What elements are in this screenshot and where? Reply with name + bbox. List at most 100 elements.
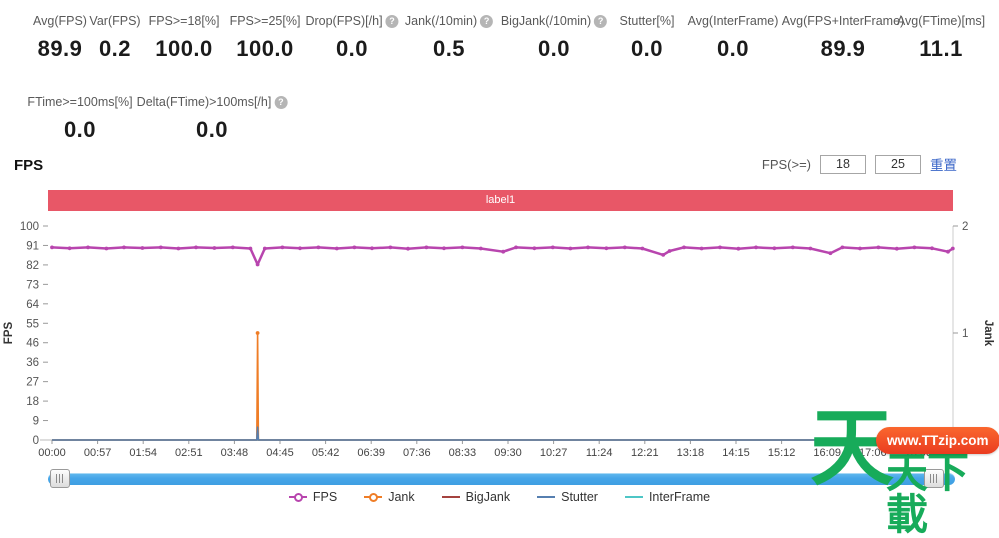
- series-fps-marker: [930, 246, 934, 251]
- metric-value: 100.0: [236, 36, 294, 61]
- series-fps: [51, 246, 954, 266]
- grip-icon: [56, 474, 64, 483]
- series-fps-marker: [568, 246, 573, 251]
- left-axis-tick-label: 55: [26, 318, 39, 330]
- series-fps-marker: [604, 246, 609, 251]
- x-axis-tick-label: 06:39: [357, 447, 385, 459]
- scrollbar-left-handle[interactable]: [50, 469, 70, 488]
- x-axis-tick-label: 00:00: [38, 447, 66, 459]
- x-axis-tick-label: 12:21: [631, 447, 659, 459]
- series-fps-marker: [104, 246, 109, 251]
- series-fps-marker: [460, 245, 465, 250]
- help-icon[interactable]: ?: [480, 14, 494, 28]
- legend-item-fps[interactable]: FPS: [288, 490, 338, 504]
- x-axis-tick-label: 10:27: [540, 447, 568, 459]
- help-icon[interactable]: ?: [594, 14, 608, 28]
- metric-label: FPS>=25[%]: [229, 14, 301, 28]
- left-axis-tick-label: 9: [33, 416, 39, 428]
- series-fps-marker: [298, 246, 302, 251]
- legend-marker-icon: [441, 492, 460, 502]
- right-axis-tick-label: 2: [962, 221, 968, 233]
- reset-link[interactable]: 重置: [930, 158, 957, 173]
- right-axis-name: Jank: [982, 320, 994, 347]
- series-fps-marker: [262, 246, 267, 251]
- series-fps-marker: [212, 246, 217, 250]
- chart-scrollbar-track[interactable]: [48, 473, 955, 485]
- metric-label: Var(FPS): [89, 14, 141, 28]
- legend-item-stutter[interactable]: Stutter: [537, 490, 598, 504]
- x-axis-tick-label: 04:45: [266, 447, 294, 459]
- left-axis-name: FPS: [3, 321, 15, 344]
- legend-marker-icon: [364, 492, 383, 502]
- series-fps-marker: [280, 245, 285, 250]
- metric-value: 0.0: [195, 117, 229, 142]
- chart-label-banner: label1: [48, 190, 953, 211]
- right-axis-tick-label: 1: [962, 328, 968, 340]
- x-axis-tick-label: 05:42: [312, 447, 340, 459]
- left-axis-tick-label: 18: [26, 396, 39, 408]
- series-fps-marker: [442, 246, 446, 251]
- metric-bigjank-10min-: BigJank(/10min)? 0.0: [500, 14, 608, 62]
- metric-jank-10min-: Jank(/10min)? 0.5: [405, 14, 494, 62]
- fps-section-title: FPS: [14, 157, 44, 174]
- left-axis-tick-label: 100: [20, 221, 39, 233]
- legend-label: Jank: [388, 490, 415, 504]
- left-axis-tick-label: 64: [26, 299, 39, 311]
- series-fps-marker: [828, 251, 833, 256]
- x-axis-tick-label: 00:57: [84, 447, 112, 459]
- series-jank-marker: [255, 331, 260, 335]
- series-fps-marker: [667, 249, 672, 253]
- left-axis-tick-label: 0: [33, 435, 39, 447]
- x-axis-tick-label: 16:09: [813, 447, 841, 459]
- legend-marker-icon: [624, 492, 643, 502]
- left-axis-tick-label: 36: [26, 357, 39, 369]
- series-fps-marker: [699, 246, 704, 251]
- x-axis-tick-label: 13:18: [677, 447, 705, 459]
- metric-stutter-: Stutter[%] 0.0: [620, 14, 675, 62]
- metric-label: FTime>=100ms[%]: [27, 95, 133, 109]
- fps-threshold-input-2[interactable]: [875, 154, 921, 174]
- series-fps-marker: [158, 245, 163, 250]
- legend-item-bigjank[interactable]: BigJank: [441, 490, 510, 504]
- series-fps-marker: [950, 246, 955, 251]
- metric-label: Avg(FPS+InterFrame): [781, 14, 905, 28]
- x-axis-tick-label: 09:30: [494, 447, 522, 459]
- metric-fps-18-: FPS>=18[%] 100.0: [149, 14, 220, 62]
- metric-avg-fps-: Avg(FPS) 89.9: [33, 14, 87, 62]
- fps-threshold-input-1[interactable]: [820, 154, 866, 174]
- series-fps-marker: [67, 246, 72, 251]
- x-axis-tick-label: 08:33: [449, 447, 477, 459]
- series-fps-marker: [478, 246, 483, 251]
- series-fps-marker: [550, 245, 555, 250]
- metric-fps-25-: FPS>=25[%] 100.0: [230, 14, 301, 62]
- series-fps-marker: [718, 245, 722, 250]
- series-fps-marker: [140, 246, 145, 250]
- help-icon[interactable]: ?: [274, 95, 288, 109]
- right-axis-tick-label: 0: [962, 435, 968, 447]
- x-axis-tick-label: 03:48: [221, 447, 249, 459]
- metric-value: 0.0: [63, 117, 97, 142]
- legend-item-jank[interactable]: Jank: [364, 490, 415, 504]
- legend-label: FPS: [312, 490, 338, 504]
- metric-avg-fps-interframe-: Avg(FPS+InterFrame) 89.9: [782, 14, 904, 62]
- series-fps-marker: [894, 246, 899, 251]
- x-axis-tick-label: 01:54: [129, 447, 157, 459]
- scrollbar-right-handle[interactable]: [924, 469, 944, 488]
- help-icon[interactable]: ?: [385, 14, 399, 28]
- metric-label: Avg(FTime)[ms]: [896, 14, 986, 28]
- series-fps-marker: [424, 245, 429, 250]
- metric-var-fps-: Var(FPS) 0.2: [89, 14, 140, 62]
- left-axis-tick-label: 82: [26, 260, 39, 272]
- series-fps-marker: [754, 245, 758, 250]
- series-fps-marker: [622, 245, 627, 250]
- metric-label: BigJank(/10min): [500, 14, 592, 28]
- series-fps-marker: [122, 245, 126, 250]
- legend-item-interframe[interactable]: InterFrame: [624, 490, 710, 504]
- series-fps-marker: [790, 245, 795, 250]
- series-fps-marker: [912, 245, 917, 250]
- metric-value: 100.0: [155, 36, 213, 61]
- series-fps-marker: [255, 262, 260, 267]
- metric-label: FPS>=18[%]: [148, 14, 220, 28]
- series-fps-marker: [586, 245, 590, 250]
- metric-value: 89.9: [37, 36, 83, 61]
